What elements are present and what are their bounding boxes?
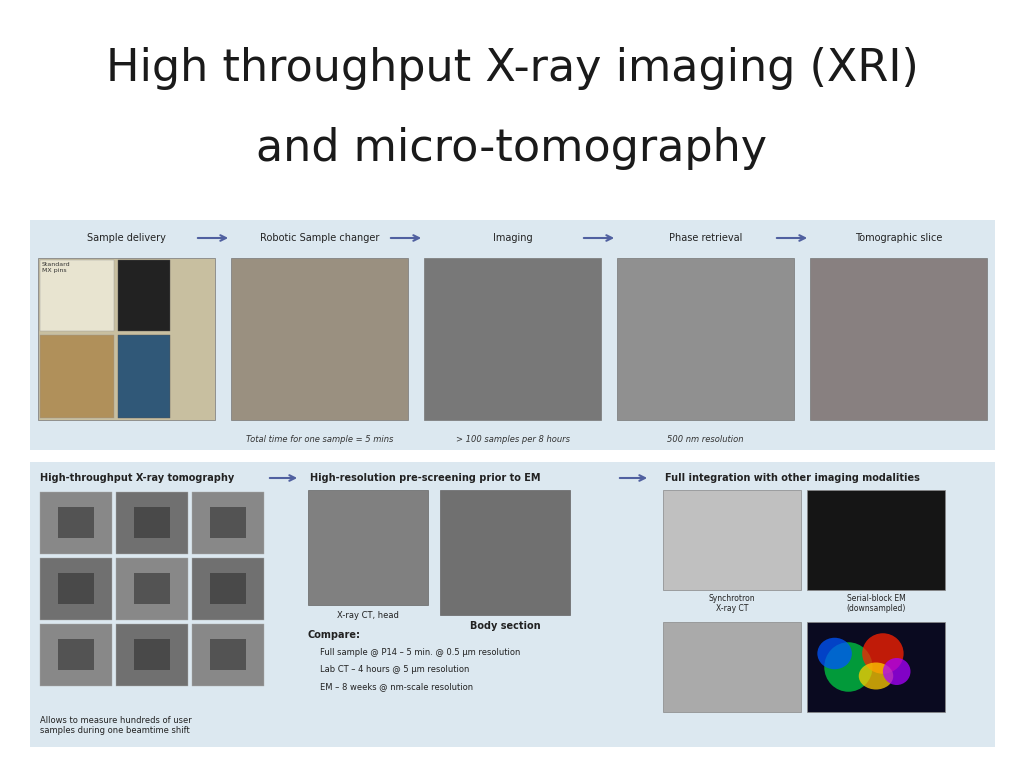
Bar: [663, 490, 801, 590]
Text: Serial-block EM
(downsampled): Serial-block EM (downsampled): [846, 594, 905, 614]
Bar: [193, 492, 264, 554]
Text: Standard
MX pins: Standard MX pins: [42, 262, 71, 273]
Ellipse shape: [862, 634, 903, 674]
Text: Compare:: Compare:: [308, 630, 361, 640]
Bar: [424, 258, 601, 420]
Text: Total time for one sample = 5 mins: Total time for one sample = 5 mins: [246, 435, 393, 445]
Text: Sample delivery: Sample delivery: [87, 233, 166, 243]
Bar: [119, 336, 170, 418]
Bar: [58, 507, 94, 538]
Bar: [807, 490, 945, 590]
Bar: [40, 492, 112, 554]
Ellipse shape: [859, 663, 893, 690]
Text: Full integration with other imaging modalities: Full integration with other imaging moda…: [665, 473, 920, 483]
Text: Synchrotron
X-ray CT: Synchrotron X-ray CT: [709, 594, 756, 614]
Bar: [38, 258, 215, 420]
Bar: [193, 558, 264, 620]
Bar: [40, 336, 115, 418]
Bar: [308, 490, 428, 605]
Ellipse shape: [824, 642, 872, 692]
Bar: [134, 573, 170, 604]
Text: 500 nm resolution: 500 nm resolution: [668, 435, 743, 445]
Bar: [807, 622, 945, 712]
Ellipse shape: [817, 637, 852, 669]
Bar: [617, 258, 794, 420]
Text: Imaging: Imaging: [493, 233, 532, 243]
Text: Lab CT – 4 hours @ 5 μm resolution: Lab CT – 4 hours @ 5 μm resolution: [319, 665, 469, 674]
Text: High-resolution pre-screening prior to EM: High-resolution pre-screening prior to E…: [310, 473, 541, 483]
Bar: [810, 258, 987, 420]
Text: > 100 samples per 8 hours: > 100 samples per 8 hours: [456, 435, 569, 445]
Bar: [58, 639, 94, 670]
Bar: [210, 573, 246, 604]
Text: High-throughput X-ray tomography: High-throughput X-ray tomography: [40, 473, 234, 483]
Bar: [210, 507, 246, 538]
Bar: [116, 492, 188, 554]
Text: and micro-tomography: and micro-tomography: [256, 127, 768, 170]
Text: Tomographic slice: Tomographic slice: [855, 233, 942, 243]
Bar: [58, 573, 94, 604]
Text: X-ray CT, head: X-ray CT, head: [337, 611, 399, 620]
Bar: [40, 260, 115, 331]
Bar: [193, 624, 264, 686]
Text: EM – 8 weeks @ nm-scale resolution: EM – 8 weeks @ nm-scale resolution: [319, 682, 473, 691]
Bar: [210, 639, 246, 670]
Text: Body section: Body section: [470, 621, 541, 631]
Bar: [30, 462, 995, 747]
Bar: [116, 558, 188, 620]
Bar: [663, 622, 801, 712]
Text: Full sample @ P14 – 5 min. @ 0.5 μm resolution: Full sample @ P14 – 5 min. @ 0.5 μm reso…: [319, 648, 520, 657]
Text: Phase retrieval: Phase retrieval: [669, 233, 742, 243]
Bar: [134, 507, 170, 538]
Bar: [40, 624, 112, 686]
Ellipse shape: [883, 658, 910, 685]
Bar: [231, 258, 408, 420]
Bar: [30, 220, 995, 450]
Bar: [116, 624, 188, 686]
Bar: [134, 639, 170, 670]
Text: Robotic Sample changer: Robotic Sample changer: [260, 233, 379, 243]
Bar: [40, 558, 112, 620]
Text: High throughput X-ray imaging (XRI): High throughput X-ray imaging (XRI): [105, 47, 919, 90]
Bar: [119, 260, 170, 331]
Text: Allows to measure hundreds of user
samples during one beamtime shift: Allows to measure hundreds of user sampl…: [40, 716, 191, 735]
Bar: [440, 490, 570, 615]
